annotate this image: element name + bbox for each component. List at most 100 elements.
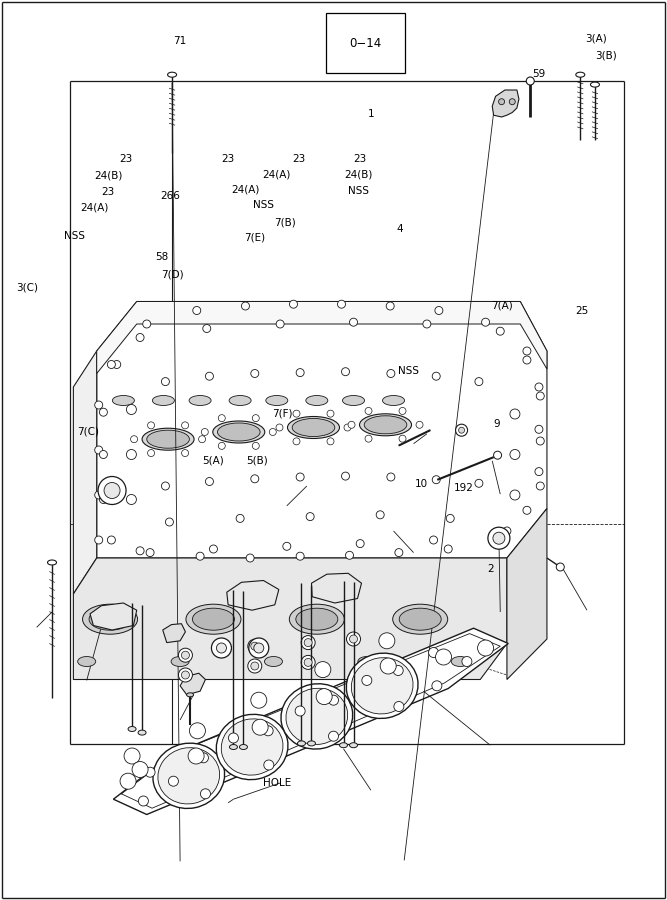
Circle shape <box>510 490 520 500</box>
Circle shape <box>338 301 346 308</box>
Text: 23: 23 <box>354 154 367 165</box>
Circle shape <box>181 450 189 456</box>
Text: 23: 23 <box>292 154 305 165</box>
Ellipse shape <box>292 418 335 436</box>
Circle shape <box>248 639 261 653</box>
Ellipse shape <box>89 608 131 630</box>
Circle shape <box>432 680 442 691</box>
Circle shape <box>423 320 431 328</box>
Circle shape <box>179 648 192 662</box>
Text: 3(B): 3(B) <box>595 50 616 61</box>
Polygon shape <box>97 302 547 558</box>
Circle shape <box>379 633 395 649</box>
Circle shape <box>482 319 490 326</box>
Text: 7(D): 7(D) <box>161 269 183 280</box>
Ellipse shape <box>158 748 219 804</box>
Circle shape <box>276 424 283 431</box>
Circle shape <box>99 451 107 458</box>
Circle shape <box>293 410 300 417</box>
Circle shape <box>295 706 305 716</box>
Text: 23: 23 <box>221 154 235 165</box>
Circle shape <box>432 373 440 380</box>
Circle shape <box>131 436 137 443</box>
Ellipse shape <box>153 395 174 406</box>
Text: 7(E): 7(E) <box>244 232 265 243</box>
Circle shape <box>346 552 354 559</box>
Ellipse shape <box>400 608 441 630</box>
Circle shape <box>199 752 208 763</box>
Circle shape <box>252 719 268 735</box>
Ellipse shape <box>265 656 282 667</box>
Circle shape <box>496 328 504 335</box>
Ellipse shape <box>266 395 287 406</box>
Circle shape <box>456 424 468 436</box>
Text: NSS: NSS <box>348 185 369 196</box>
Circle shape <box>203 325 211 332</box>
Ellipse shape <box>193 608 234 630</box>
Circle shape <box>316 688 332 705</box>
Circle shape <box>350 319 358 326</box>
Circle shape <box>478 640 494 656</box>
Circle shape <box>556 563 564 571</box>
Circle shape <box>444 545 452 553</box>
Text: 192: 192 <box>454 482 474 493</box>
Circle shape <box>356 540 364 547</box>
Circle shape <box>205 478 213 485</box>
Circle shape <box>217 643 226 653</box>
Circle shape <box>535 383 543 391</box>
Text: HOLE: HOLE <box>263 778 291 788</box>
Text: 24(A): 24(A) <box>81 202 109 212</box>
Circle shape <box>306 513 314 520</box>
Circle shape <box>536 392 544 400</box>
Circle shape <box>395 549 403 556</box>
Circle shape <box>510 409 520 419</box>
Circle shape <box>386 302 394 310</box>
Polygon shape <box>163 624 185 643</box>
Circle shape <box>241 302 249 310</box>
Circle shape <box>269 428 276 436</box>
Ellipse shape <box>287 417 340 438</box>
Circle shape <box>499 99 504 104</box>
Circle shape <box>344 424 351 431</box>
Ellipse shape <box>167 72 177 77</box>
Ellipse shape <box>138 730 146 735</box>
Circle shape <box>124 748 140 764</box>
Text: NSS: NSS <box>64 230 85 241</box>
Circle shape <box>236 515 244 522</box>
Circle shape <box>211 638 231 658</box>
Text: 266: 266 <box>160 191 180 202</box>
Circle shape <box>169 776 178 787</box>
Ellipse shape <box>289 604 344 634</box>
Circle shape <box>429 647 438 658</box>
Polygon shape <box>227 580 279 610</box>
Ellipse shape <box>216 715 288 779</box>
Circle shape <box>296 473 304 481</box>
Circle shape <box>329 731 338 742</box>
Ellipse shape <box>153 743 225 808</box>
Text: 1: 1 <box>368 109 374 120</box>
Circle shape <box>350 635 358 643</box>
Ellipse shape <box>217 423 260 441</box>
Circle shape <box>209 545 217 553</box>
Ellipse shape <box>352 658 413 714</box>
Ellipse shape <box>47 560 57 565</box>
Circle shape <box>446 515 454 522</box>
Circle shape <box>95 446 103 454</box>
Circle shape <box>193 307 201 314</box>
Ellipse shape <box>187 693 193 697</box>
Circle shape <box>161 378 169 385</box>
Circle shape <box>394 701 404 712</box>
Circle shape <box>416 421 423 428</box>
Circle shape <box>132 761 148 778</box>
Circle shape <box>251 662 259 670</box>
Circle shape <box>327 438 334 445</box>
Circle shape <box>289 301 297 308</box>
Text: 5(A): 5(A) <box>203 455 224 466</box>
Text: 24(B): 24(B) <box>344 169 372 180</box>
Ellipse shape <box>576 72 585 77</box>
Circle shape <box>218 443 225 449</box>
Polygon shape <box>113 628 508 814</box>
Circle shape <box>327 410 334 417</box>
Circle shape <box>196 553 204 560</box>
Ellipse shape <box>364 416 407 434</box>
